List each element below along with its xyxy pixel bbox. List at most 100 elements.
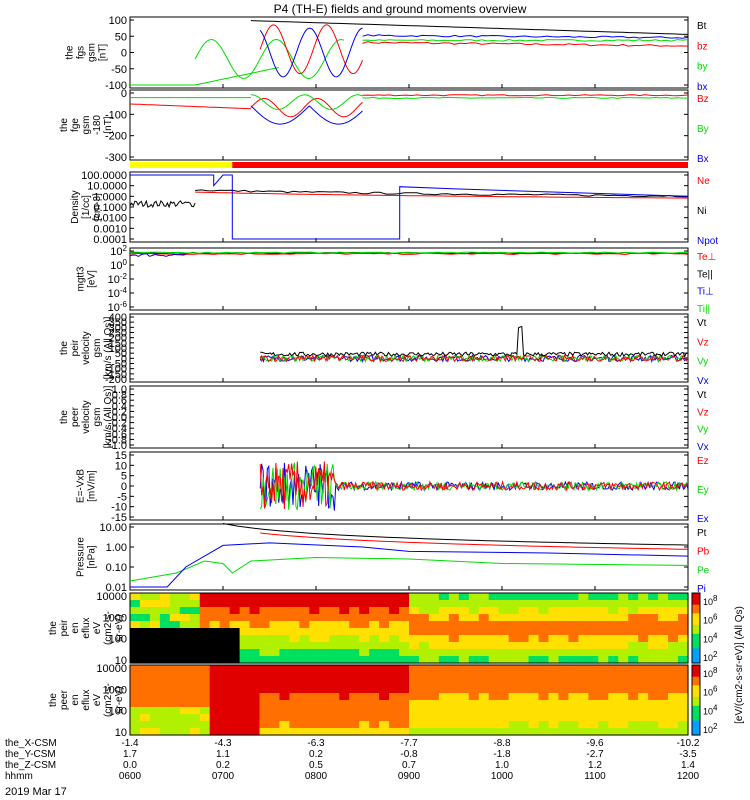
spectrogram-cell <box>478 621 490 629</box>
spectrogram-cell <box>428 707 440 715</box>
spectrogram-cell <box>558 649 570 657</box>
spectrogram-cell <box>199 600 211 608</box>
spectrogram-cell <box>339 642 350 650</box>
spectrogram-cell <box>658 621 669 629</box>
panel-frame <box>129 89 689 161</box>
spectrogram-cell <box>588 686 599 694</box>
legend-label: Pi <box>697 584 706 595</box>
spectrogram-cell <box>299 656 310 664</box>
spectrogram-cell <box>189 600 201 608</box>
spectrogram-cell <box>369 714 380 722</box>
spectrogram-cell <box>478 679 490 687</box>
spectrogram-cell <box>618 600 629 608</box>
spectrogram-cell <box>478 707 490 715</box>
spectrogram-cell <box>438 600 450 608</box>
spectrogram-cell <box>518 649 530 657</box>
spectrogram-cell <box>209 693 221 701</box>
spectrogram-cell <box>618 700 629 708</box>
series-By <box>362 96 689 99</box>
spectrogram-cell <box>239 614 251 622</box>
spectrogram-cell <box>209 665 221 673</box>
spectrogram-cell <box>428 672 440 680</box>
spectrogram-cell <box>359 686 370 694</box>
spectrogram-cell <box>249 686 261 694</box>
spectrogram-cell <box>249 665 261 673</box>
spectrogram-cell <box>249 607 261 615</box>
spectrogram-cell <box>299 700 310 708</box>
spectrogram-cell <box>269 642 281 650</box>
spectrogram-cell <box>438 665 450 673</box>
spectrogram-cell <box>648 714 659 722</box>
spectrogram-cell <box>588 728 599 736</box>
y-tick-label: 0 <box>121 481 127 493</box>
y-label: the <box>48 693 59 707</box>
spectrogram-cell <box>438 693 450 701</box>
spectrogram-cell <box>289 600 300 608</box>
spectrogram-cell <box>329 649 340 657</box>
legend-label: Vt <box>697 390 707 401</box>
spectrogram-cell <box>558 679 570 687</box>
spectrogram-cell <box>289 665 300 673</box>
spectrogram-cell <box>548 721 560 729</box>
spectrogram-cell <box>249 642 261 650</box>
spectrogram-cell <box>578 628 589 636</box>
spectrogram-cell <box>399 656 410 664</box>
spectrogram-cell <box>578 714 589 722</box>
spectrogram-cell <box>389 621 400 629</box>
y-tick-label: -0.2 <box>108 418 127 430</box>
spectrogram-cell <box>538 628 550 636</box>
y-label: E=-VxB <box>76 469 87 504</box>
spectrogram-cell <box>399 672 410 680</box>
spectrogram-cell <box>418 714 430 722</box>
y-tick-label: -200 <box>105 131 127 143</box>
y-label: the <box>59 118 70 132</box>
spectrogram-cell <box>149 614 161 622</box>
y-tick-label: -50 <box>111 64 127 76</box>
spectrogram-cell <box>399 714 410 722</box>
spectrogram-cell <box>458 672 470 680</box>
spectrogram-cell <box>678 621 689 629</box>
colorbar-cell <box>692 729 700 733</box>
spectrogram-cell <box>339 600 350 608</box>
spectrogram-cell <box>438 721 450 729</box>
spectrogram-cell <box>159 693 171 701</box>
spectrogram-cell <box>578 665 589 673</box>
spectrogram-cell <box>139 672 151 680</box>
y-tick-label: 0.0100 <box>93 213 127 225</box>
spectrogram-cell <box>538 707 550 715</box>
series-bx <box>259 27 363 78</box>
spectrogram-cell <box>478 693 490 701</box>
spectrogram-cell <box>359 714 370 722</box>
spectrogram-cell <box>139 679 151 687</box>
spectrogram-cell <box>488 679 500 687</box>
legend-label: by <box>697 62 708 73</box>
spectrogram-cell <box>359 707 370 715</box>
spectrogram-cell <box>638 621 649 629</box>
spectrogram-cell <box>498 621 510 629</box>
spectrogram-cell <box>309 728 320 736</box>
spectrogram-cell <box>558 721 570 729</box>
colorbar-cell <box>692 604 700 609</box>
spectrogram-cell <box>319 672 330 680</box>
spectrogram-cell <box>588 665 599 673</box>
y-tick-label: 10 <box>115 655 127 667</box>
y-tick-label: -1.0 <box>108 440 127 452</box>
spectrogram-cell <box>658 614 669 622</box>
y-label: Density <box>70 190 81 223</box>
spectrogram-cell <box>538 607 550 615</box>
spectrogram-cell <box>219 642 231 650</box>
y-tick-label: 10 <box>115 727 127 739</box>
spectrogram-cell <box>359 700 370 708</box>
spectrogram-cell <box>608 672 619 680</box>
spectrogram-cell <box>349 642 360 650</box>
spectrogram-cell <box>289 628 300 636</box>
spectrogram-cell <box>379 600 390 608</box>
spectrogram-cell <box>568 714 579 722</box>
series-Bt <box>250 20 689 35</box>
orbit-value: -10.2 <box>677 738 700 749</box>
y-label: (cm2-s- <box>103 611 114 645</box>
spectrogram-cell <box>409 728 420 736</box>
spectrogram-cell <box>668 607 679 615</box>
spectrogram-cell <box>130 721 141 729</box>
spectrogram-cell <box>458 714 470 722</box>
